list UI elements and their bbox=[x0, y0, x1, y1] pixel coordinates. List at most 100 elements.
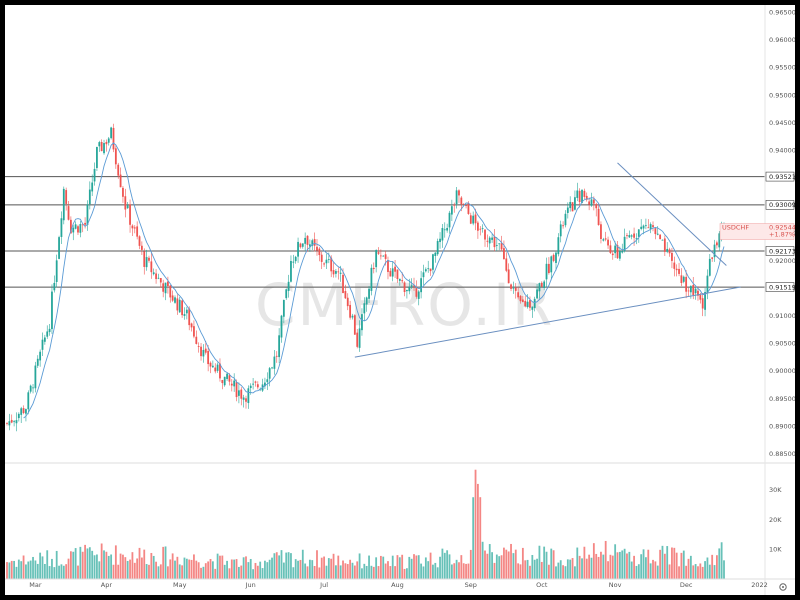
candle-body bbox=[358, 328, 361, 348]
volume-tick-label: 20K bbox=[769, 516, 782, 524]
volume-bar bbox=[697, 566, 699, 579]
candle-body bbox=[642, 225, 645, 229]
candle-body bbox=[43, 337, 46, 342]
volume-bar bbox=[58, 565, 60, 579]
candle-body bbox=[159, 278, 162, 283]
candle-body bbox=[294, 256, 297, 262]
chart-svg: CMFRO.IR 0.96500 0.96000 0.95500 0.95000 0.9… bbox=[5, 5, 795, 595]
level-label-box bbox=[765, 246, 795, 256]
candle-body bbox=[512, 287, 515, 289]
candle-body bbox=[498, 243, 501, 245]
volume-bar bbox=[531, 554, 534, 579]
volume-bar bbox=[588, 554, 591, 579]
candle-body bbox=[384, 254, 387, 259]
candle-body bbox=[401, 280, 404, 282]
volume-bar bbox=[614, 544, 617, 579]
candle-body bbox=[337, 271, 340, 273]
candle-body bbox=[143, 251, 146, 267]
volume-bar bbox=[207, 561, 210, 579]
volume-bar bbox=[342, 560, 344, 579]
time-tick-label: Apr bbox=[101, 581, 113, 589]
candle-body bbox=[249, 385, 252, 389]
candle-body bbox=[507, 269, 510, 284]
moving-average bbox=[23, 142, 725, 419]
candle-body bbox=[20, 408, 23, 415]
volume-bar bbox=[576, 547, 579, 579]
candle-body bbox=[226, 373, 228, 379]
volume-bar bbox=[51, 558, 53, 579]
volume-bar bbox=[245, 556, 247, 579]
volume-bar bbox=[526, 559, 529, 579]
volume-bar bbox=[370, 565, 373, 579]
candle-body bbox=[29, 385, 32, 392]
volume-bar bbox=[574, 566, 576, 579]
candle-body bbox=[526, 301, 529, 308]
volume-bar bbox=[162, 546, 165, 579]
candle-body bbox=[275, 355, 278, 357]
candle-body bbox=[178, 299, 181, 313]
candle-body bbox=[699, 294, 702, 300]
volume-bar bbox=[571, 558, 574, 579]
candle-body bbox=[550, 256, 553, 273]
volume-bar bbox=[62, 565, 65, 579]
volume-bar bbox=[278, 555, 281, 579]
candle-body bbox=[519, 295, 522, 302]
candle-body bbox=[238, 390, 240, 396]
volume-bar bbox=[358, 553, 361, 579]
candle-body bbox=[486, 240, 489, 242]
candle-body bbox=[318, 248, 321, 256]
candle-body bbox=[697, 290, 699, 296]
candle-body bbox=[585, 195, 588, 200]
candle-body bbox=[22, 408, 25, 414]
level-label-box bbox=[765, 200, 795, 210]
candle-body bbox=[228, 375, 231, 382]
candle-body bbox=[221, 380, 224, 384]
candle-body bbox=[27, 392, 30, 410]
volume-bar bbox=[626, 553, 628, 579]
candle-body bbox=[654, 228, 657, 235]
volume-bar bbox=[221, 555, 224, 579]
volume-bar bbox=[479, 497, 482, 579]
candle-body bbox=[131, 225, 134, 229]
volume-bar bbox=[169, 559, 172, 579]
volume-bar bbox=[552, 550, 555, 579]
candle-body bbox=[659, 234, 662, 240]
level-label: 0.92173 bbox=[769, 247, 795, 255]
settings-icon[interactable] bbox=[779, 583, 787, 591]
candle-body bbox=[671, 252, 673, 261]
volume-bar bbox=[701, 566, 704, 579]
volume-bar bbox=[718, 548, 721, 579]
volume-bar bbox=[214, 568, 217, 579]
candle-body bbox=[138, 236, 141, 246]
candle-body bbox=[320, 254, 323, 262]
volume-bar bbox=[633, 555, 635, 579]
volume-bar bbox=[103, 550, 105, 579]
volume-bar bbox=[673, 547, 676, 579]
volume-bar bbox=[398, 557, 401, 579]
candle-body bbox=[351, 315, 354, 318]
volume-bar bbox=[607, 561, 609, 579]
candle-body bbox=[335, 271, 337, 274]
candle-body bbox=[266, 379, 269, 383]
volume-bar bbox=[469, 549, 472, 579]
candle-body bbox=[51, 291, 53, 330]
price-tick-label: 0.88500 bbox=[769, 450, 795, 458]
volume-bar bbox=[458, 562, 460, 579]
candle-body bbox=[214, 367, 217, 372]
volume-bar bbox=[126, 560, 129, 579]
candle-body bbox=[701, 298, 704, 309]
volume-bar bbox=[242, 557, 245, 579]
trendline-resistance bbox=[617, 162, 727, 266]
volume-bar bbox=[39, 552, 42, 579]
candle-body bbox=[306, 235, 309, 245]
candle-body bbox=[62, 188, 65, 221]
candle-body bbox=[443, 229, 446, 231]
candle-body bbox=[297, 241, 299, 257]
candle-body bbox=[540, 282, 543, 287]
volume-bar bbox=[325, 565, 328, 579]
candle-body bbox=[271, 367, 273, 369]
volume-bar bbox=[663, 553, 666, 579]
volume-bar bbox=[375, 557, 378, 579]
trendline-support bbox=[354, 286, 741, 358]
volume-bar bbox=[335, 565, 337, 579]
